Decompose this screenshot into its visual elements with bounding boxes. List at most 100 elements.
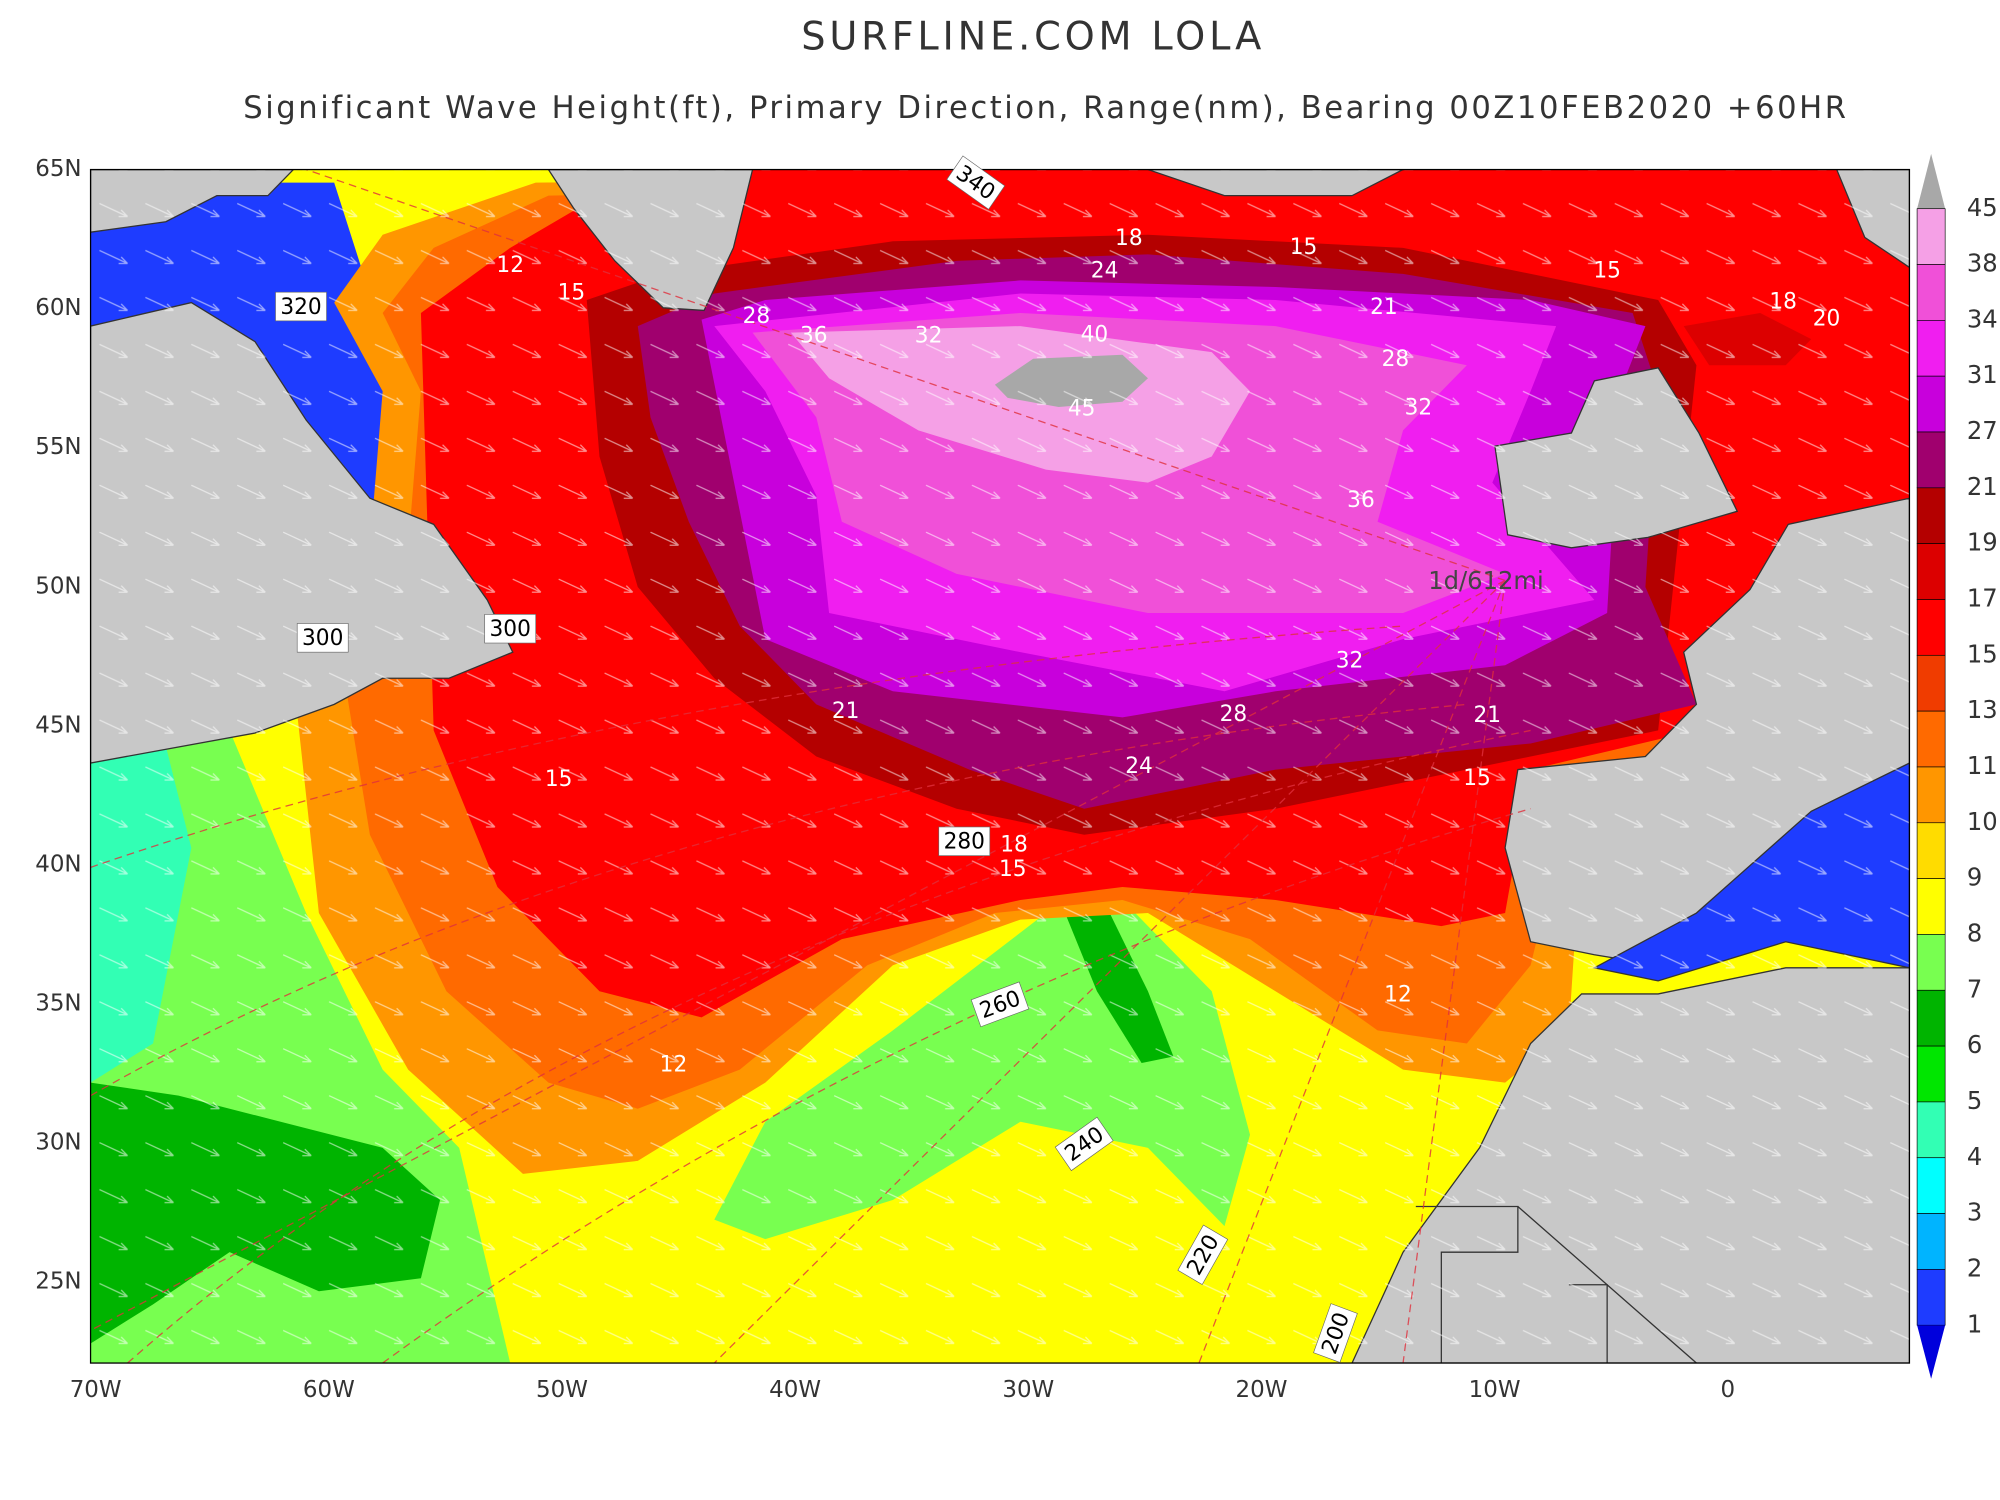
range-label-box	[296, 623, 349, 653]
longitude-label: 0	[1720, 1376, 1735, 1403]
land-and-overlays	[90, 169, 1910, 1364]
direction-arrows	[90, 169, 1910, 1364]
range-label: 300	[484, 614, 537, 644]
latitude-label: 60N	[35, 294, 81, 321]
colorbar-box	[1916, 1101, 1946, 1159]
colorbar-box	[1916, 710, 1946, 768]
longitude-label: 60W	[303, 1376, 355, 1403]
colorbar-box	[1916, 543, 1946, 600]
colorbar-label: 1	[1967, 1309, 1982, 1338]
contour-label: 15	[558, 280, 586, 305]
colorbar-label: 6	[1967, 1030, 1982, 1059]
colorbar-box	[1916, 989, 1946, 1047]
colorbar-label: 31	[1967, 360, 1998, 389]
labels: 65N 60N 55N 50N 45N 40N 35N 30N 25N 70W 60W 50W 40W 3…	[35, 155, 1840, 1403]
longitude-label: 50W	[536, 1376, 588, 1403]
colorbar-box	[1916, 1213, 1946, 1270]
colorbar-label: 4	[1967, 1142, 1982, 1171]
contour-label: 15	[1290, 235, 1318, 260]
colorbar-label: 5	[1967, 1086, 1982, 1115]
contour-label: 28	[1220, 702, 1248, 727]
contour-label: 36	[800, 323, 828, 348]
latitude-label: 65N	[35, 155, 81, 182]
contour-label: 15	[545, 767, 573, 792]
contour-label: 18	[1115, 226, 1143, 251]
range-label-text: 280	[944, 829, 985, 854]
contour-label: 24	[1091, 258, 1119, 283]
range-ring	[127, 729, 1531, 1364]
longitude-label: 70W	[70, 1376, 122, 1403]
range-label-box	[1177, 1224, 1229, 1285]
colorbar-label: 10	[1967, 807, 1998, 836]
colorbar-box	[1916, 1045, 1946, 1103]
range-ring	[90, 703, 1467, 1097]
range-label: 280	[938, 826, 991, 856]
range-label-box	[946, 155, 1006, 210]
contour-label: 32	[1336, 648, 1364, 673]
colorbar-top-arrow	[1917, 153, 1946, 209]
range-label-box	[1313, 1303, 1358, 1363]
colorbar-box	[1916, 599, 1946, 656]
plot-frame	[89, 168, 1911, 1364]
contour-label: 15	[1463, 766, 1491, 791]
contour-label: 12	[1384, 982, 1412, 1007]
contour-label: 18	[1000, 832, 1028, 857]
contour-label: 45	[1068, 396, 1096, 421]
contour-label: 40	[1081, 322, 1109, 347]
colorbar-box	[1916, 878, 1946, 935]
colorbar-label: 21	[1967, 472, 1998, 501]
contour-label: 21	[832, 699, 860, 724]
latitude-label: 50N	[35, 572, 81, 599]
range-ring	[382, 808, 1531, 1364]
range-label-box	[275, 291, 327, 322]
longitude-label: 40W	[769, 1376, 821, 1403]
colorbar-box	[1916, 1269, 1946, 1326]
colorbar-box	[1916, 654, 1946, 712]
colorbar-label: 7	[1967, 974, 1982, 1003]
colorbar-box	[1916, 766, 1946, 824]
contour-label: 12	[660, 1053, 688, 1078]
latitude-label: 30N	[35, 1128, 81, 1155]
colorbar-label: 19	[1967, 527, 1998, 556]
range-ring	[90, 625, 1404, 869]
range-label: 320	[275, 291, 327, 322]
colorbar-label: 3	[1967, 1197, 1982, 1226]
colorbar-box	[1916, 320, 1946, 377]
subtitle: Significant Wave Height(ft), Primary Dir…	[243, 90, 1848, 126]
colorbar-box	[1916, 822, 1946, 879]
longitude-label: 20W	[1236, 1376, 1288, 1403]
longitude-label: 10W	[1469, 1376, 1521, 1403]
colorbar-label: 38	[1967, 248, 1998, 277]
colorbar-label: 13	[1967, 695, 1998, 724]
contour-label: 18	[1769, 289, 1797, 314]
range-label-box	[970, 981, 1030, 1028]
colorbar-label: 11	[1967, 751, 1998, 780]
range-label-box	[1054, 1116, 1114, 1172]
title: SURFLINE.COM LOLA	[801, 14, 1265, 60]
colorbar-label: 27	[1967, 416, 1998, 445]
contour-label: 24	[1125, 754, 1153, 779]
range-label-text: 300	[302, 626, 343, 651]
colorbar-label: 2	[1967, 1253, 1982, 1282]
bearing-line	[90, 169, 1506, 1364]
latitude-label: 40N	[35, 850, 81, 877]
latitude-label: 55N	[35, 433, 81, 460]
contour-label: 32	[915, 323, 943, 348]
contour-label: 21	[1370, 295, 1398, 320]
range-label-text: 300	[490, 617, 531, 642]
contour-label: 32	[1405, 395, 1433, 420]
range-label-box	[938, 826, 991, 856]
colorbar-box	[1916, 375, 1946, 433]
colorbar-bottom-arrow	[1917, 1325, 1946, 1379]
colorbar-box	[1916, 264, 1946, 321]
contour-label: 28	[1382, 347, 1410, 372]
latitude-label: 35N	[35, 989, 81, 1016]
colorbar-label: 9	[1967, 862, 1982, 891]
contour-label: 12	[496, 253, 524, 278]
contour-label: 36	[1347, 488, 1375, 513]
range-label: 260	[970, 981, 1030, 1028]
range-label-box	[484, 614, 537, 644]
colorbar-label: 8	[1967, 918, 1982, 947]
